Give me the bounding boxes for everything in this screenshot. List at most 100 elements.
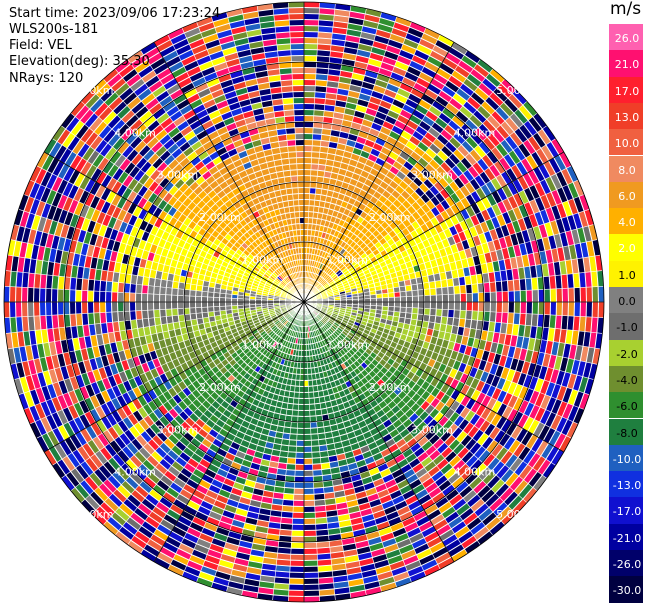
velocity-gate — [290, 380, 296, 386]
velocity-gate — [320, 279, 326, 285]
velocity-gate — [429, 315, 436, 323]
velocity-gate — [368, 128, 380, 137]
velocity-gate — [290, 560, 304, 566]
velocity-gate — [403, 242, 411, 250]
velocity-gate — [336, 261, 343, 268]
velocity-gate — [439, 63, 455, 75]
velocity-gate — [317, 342, 322, 348]
velocity-gate — [453, 251, 461, 262]
velocity-gate — [334, 587, 350, 595]
velocity-gate — [304, 110, 314, 116]
velocity-gate — [526, 434, 538, 450]
velocity-gate — [359, 125, 371, 133]
velocity-gate — [368, 467, 380, 476]
velocity-gate — [448, 472, 461, 484]
velocity-gate — [449, 333, 457, 343]
velocity-gate — [432, 423, 443, 434]
velocity-gate — [460, 407, 471, 419]
velocity-gate — [467, 257, 475, 267]
velocity-gate — [459, 373, 469, 384]
velocity-gate — [449, 153, 461, 165]
velocity-gate — [363, 482, 375, 491]
velocity-gate — [485, 219, 495, 231]
velocity-gate — [304, 518, 316, 524]
velocity-gate — [304, 416, 311, 422]
velocity-gate — [399, 484, 412, 495]
velocity-gate — [384, 274, 391, 280]
velocity-gate — [52, 288, 58, 302]
velocity-gate — [510, 257, 518, 269]
velocity-gate — [318, 313, 324, 318]
velocity-gate — [351, 260, 358, 267]
velocity-gate — [348, 349, 355, 356]
velocity-gate — [337, 284, 344, 289]
velocity-gate — [304, 374, 309, 380]
velocity-gate — [487, 115, 501, 129]
velocity-gate — [280, 445, 289, 452]
velocity-gate — [274, 577, 290, 584]
velocity-gate — [405, 453, 417, 463]
velocity-gate — [283, 372, 289, 379]
velocity-gate — [313, 261, 317, 267]
velocity-gate — [307, 374, 313, 380]
velocity-gate — [304, 182, 311, 188]
velocity-gate — [455, 381, 465, 392]
velocity-gate — [470, 378, 480, 390]
velocity-gate — [538, 425, 550, 440]
velocity-gate — [374, 79, 388, 89]
velocity-gate — [345, 272, 351, 278]
velocity-gate — [403, 433, 414, 443]
velocity-gate — [415, 270, 422, 279]
velocity-gate — [459, 106, 473, 119]
velocity-gate — [562, 184, 573, 201]
velocity-gate — [315, 225, 321, 231]
velocity-gate — [415, 104, 429, 115]
velocity-gate — [549, 275, 556, 290]
velocity-gate — [455, 403, 465, 415]
velocity-gate — [343, 176, 352, 184]
velocity-gate — [355, 491, 367, 499]
velocity-gate — [424, 308, 430, 316]
velocity-gate — [304, 398, 310, 404]
velocity-gate — [586, 240, 595, 257]
velocity-gate — [330, 424, 339, 432]
velocity-gate — [484, 423, 496, 436]
velocity-gate — [353, 263, 360, 269]
velocity-gate — [411, 351, 420, 360]
velocity-gate — [481, 184, 492, 197]
velocity-gate — [475, 264, 482, 275]
velocity-gate — [394, 302, 400, 307]
velocity-gate — [472, 283, 478, 294]
velocity-gate — [414, 162, 425, 172]
velocity-gate — [320, 291, 326, 295]
velocity-gate — [351, 173, 361, 181]
velocity-gate — [340, 302, 346, 305]
velocity-gate — [369, 427, 379, 436]
velocity-gate — [469, 226, 478, 238]
velocity-gate — [89, 324, 96, 336]
velocity-gate — [378, 195, 388, 204]
velocity-gate — [376, 293, 382, 299]
velocity-gate — [350, 122, 362, 130]
velocity-gate — [327, 69, 341, 76]
velocity-gate — [317, 559, 332, 566]
velocity-gate — [459, 220, 469, 231]
velocity-gate — [351, 73, 365, 81]
velocity-gate — [436, 302, 442, 310]
velocity-gate — [380, 204, 389, 213]
velocity-gate — [326, 344, 331, 351]
velocity-gate — [402, 489, 415, 500]
velocity-gate — [365, 108, 378, 117]
velocity-gate — [331, 473, 342, 480]
velocity-gate — [304, 524, 316, 530]
velocity-gate — [454, 370, 463, 381]
velocity-gate — [405, 33, 422, 44]
velocity-gate — [293, 398, 299, 404]
velocity-gate — [343, 368, 350, 375]
velocity-gate — [505, 454, 518, 469]
velocity-gate — [313, 290, 318, 294]
velocity-gate — [360, 32, 376, 41]
velocity-gate — [321, 214, 328, 220]
velocity-gate — [463, 101, 477, 114]
